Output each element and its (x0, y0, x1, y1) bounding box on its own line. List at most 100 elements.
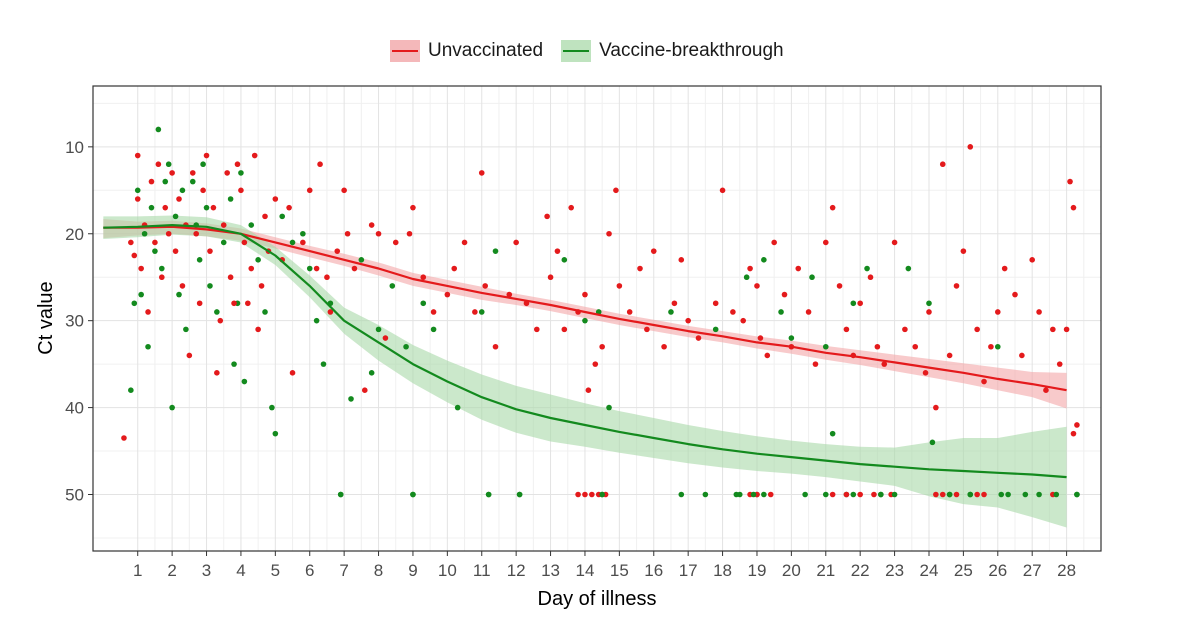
data-point-unvaccinated (1067, 178, 1073, 185)
data-point-unvaccinated (712, 300, 719, 307)
legend-key-unvaccinated (390, 40, 420, 62)
data-point-unvaccinated (262, 213, 268, 220)
data-point-unvaccinated (757, 335, 764, 341)
data-point-vaccine-breakthrough (368, 370, 375, 376)
data-point-unvaccinated (1063, 326, 1070, 333)
y-tick-label: 50 (65, 486, 84, 505)
x-tick-label: 6 (305, 561, 314, 580)
data-point-vaccine-breakthrough (220, 239, 227, 246)
data-point-unvaccinated (169, 170, 175, 176)
data-point-vaccine-breakthrough (778, 309, 784, 315)
data-point-unvaccinated (902, 326, 908, 333)
data-point-unvaccinated (165, 230, 172, 237)
data-point-vaccine-breakthrough (878, 491, 884, 498)
data-point-unvaccinated (953, 283, 960, 289)
x-tick-label: 17 (679, 561, 698, 580)
data-point-unvaccinated (836, 283, 843, 289)
legend-item-vaccine-breakthrough: Vaccine-breakthrough (561, 40, 784, 62)
data-point-vaccine-breakthrough (138, 291, 144, 298)
x-tick-label: 21 (816, 561, 835, 580)
legend-label-vaccine-breakthrough: Vaccine-breakthrough (599, 40, 784, 61)
x-axis-title: Day of illness (538, 588, 657, 610)
data-point-vaccine-breakthrough (809, 274, 815, 281)
data-point-unvaccinated (148, 178, 155, 185)
data-point-unvaccinated (300, 239, 306, 246)
data-point-unvaccinated (585, 387, 592, 394)
data-point-unvaccinated (172, 248, 179, 254)
data-point-vaccine-breakthrough (994, 343, 1001, 350)
data-point-unvaccinated (341, 187, 347, 194)
data-point-vaccine-breakthrough (850, 491, 857, 498)
data-point-unvaccinated (981, 491, 987, 498)
axis-ticks: 1 2 3 4 5 6 7 8 9 10 11 12 13 14 15 16 17 18 19 20 21 22 23 24 2… (65, 138, 1076, 580)
data-point-vaccine-breakthrough (678, 491, 685, 498)
data-point-unvaccinated (186, 352, 193, 359)
data-point-vaccine-breakthrough (478, 309, 485, 315)
data-point-vaccine-breakthrough (200, 161, 206, 168)
data-point-unvaccinated (1070, 204, 1077, 211)
data-point-unvaccinated (1012, 291, 1018, 298)
data-point-vaccine-breakthrough (320, 361, 327, 367)
data-point-unvaccinated (231, 300, 237, 307)
data-point-vaccine-breakthrough (606, 404, 612, 411)
data-point-unvaccinated (926, 309, 932, 315)
x-tick-label: 26 (988, 561, 1007, 580)
data-point-unvaccinated (121, 435, 127, 441)
data-point-unvaccinated (650, 248, 657, 254)
data-point-unvaccinated (248, 265, 255, 272)
data-point-unvaccinated (582, 491, 588, 498)
data-point-unvaccinated (933, 491, 939, 498)
data-point-unvaccinated (661, 343, 667, 350)
data-point-unvaccinated (767, 491, 774, 498)
x-tick-label: 11 (473, 561, 491, 580)
x-tick-label: 14 (575, 561, 594, 580)
data-point-unvaccinated (478, 170, 485, 176)
data-point-unvaccinated (289, 370, 296, 376)
data-point-vaccine-breakthrough (152, 248, 158, 254)
data-point-vaccine-breakthrough (358, 257, 365, 263)
x-tick-label: 25 (954, 561, 973, 580)
x-tick-label: 18 (713, 561, 732, 580)
data-point-unvaccinated (637, 265, 643, 272)
data-point-vaccine-breakthrough (761, 257, 767, 263)
data-point-vaccine-breakthrough (743, 274, 750, 281)
data-point-vaccine-breakthrough (279, 213, 286, 220)
data-point-vaccine-breakthrough (159, 265, 165, 272)
data-point-unvaccinated (227, 274, 234, 281)
data-point-vaccine-breakthrough (214, 309, 220, 315)
data-point-unvaccinated (251, 152, 258, 159)
data-point-unvaccinated (272, 196, 279, 202)
data-point-vaccine-breakthrough (761, 491, 767, 498)
x-tick-label: 22 (851, 561, 870, 580)
data-point-unvaccinated (805, 309, 812, 315)
data-point-vaccine-breakthrough (169, 404, 175, 411)
data-point-unvaccinated (544, 213, 550, 220)
data-point-vaccine-breakthrough (829, 430, 836, 437)
data-point-vaccine-breakthrough (850, 300, 857, 307)
data-point-vaccine-breakthrough (172, 213, 179, 220)
data-point-vaccine-breakthrough (389, 283, 396, 289)
data-point-vaccine-breakthrough (1036, 491, 1042, 498)
legend-key-vaccine-breakthrough (561, 40, 592, 62)
data-point-unvaccinated (203, 152, 210, 159)
x-tick-label: 7 (339, 561, 348, 580)
data-point-vaccine-breakthrough (306, 265, 313, 272)
data-point-vaccine-breakthrough (864, 265, 870, 272)
data-point-unvaccinated (234, 161, 241, 168)
data-point-vaccine-breakthrough (348, 396, 354, 402)
data-point-vaccine-breakthrough (733, 491, 740, 498)
x-tick-label: 8 (374, 561, 383, 580)
data-point-vaccine-breakthrough (516, 491, 523, 498)
data-point-vaccine-breakthrough (822, 491, 829, 498)
data-point-vaccine-breakthrough (926, 300, 932, 307)
data-point-vaccine-breakthrough (420, 300, 427, 307)
data-point-unvaccinated (946, 352, 953, 359)
data-point-unvaccinated (245, 300, 251, 307)
data-point-unvaccinated (857, 491, 863, 498)
data-point-unvaccinated (492, 343, 499, 350)
data-point-unvaccinated (375, 230, 382, 237)
data-point-vaccine-breakthrough (227, 196, 234, 202)
data-point-unvaccinated (881, 361, 888, 367)
data-point-vaccine-breakthrough (148, 204, 155, 211)
